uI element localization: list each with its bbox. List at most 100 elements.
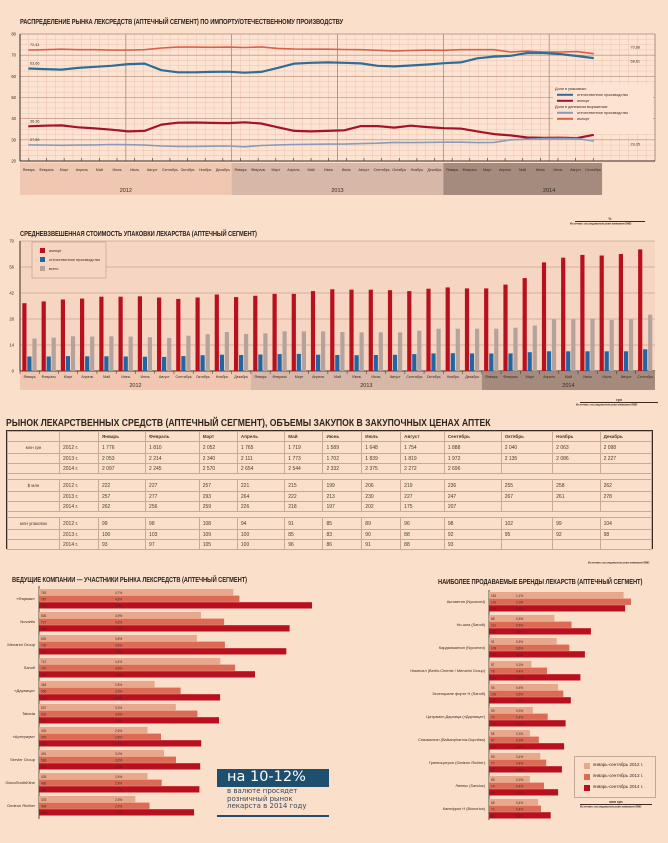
bar-share-label: 0,4% xyxy=(516,814,523,818)
x-tick-label: Октябрь xyxy=(181,168,195,172)
bar xyxy=(489,353,494,371)
category-label: «Дарница» xyxy=(14,688,35,693)
x-tick-label: Август xyxy=(147,168,158,172)
brands-chart: Актовегин (Nycomed) 181 1,1% 191 1,0% 183 0,8%… xyxy=(410,590,631,820)
header-cell: Апрель xyxy=(236,431,286,442)
table-cell: 96 xyxy=(284,539,324,550)
legend-label: отечественное производство xyxy=(577,93,628,97)
x-tick-label: Январь xyxy=(254,375,266,379)
bar xyxy=(291,293,296,371)
bar xyxy=(566,351,571,371)
header-cell-empty xyxy=(7,431,60,442)
year-band xyxy=(250,372,482,390)
bar xyxy=(392,354,398,371)
table-cell: 2 654 xyxy=(236,463,286,474)
y-tick-label: 28 xyxy=(9,317,14,322)
bar xyxy=(39,602,312,609)
bar xyxy=(489,667,547,674)
table-cell: 100 xyxy=(236,539,286,550)
bar xyxy=(244,333,249,371)
bar-value-label: 70 xyxy=(491,807,495,811)
year-band xyxy=(481,372,655,390)
x-tick-label: Сентябрь xyxy=(585,168,601,172)
bar-share-label: 3,2% xyxy=(115,758,122,762)
category-label: «Фармак» xyxy=(16,596,35,601)
x-tick-label: Август xyxy=(621,375,632,379)
bar xyxy=(489,690,564,697)
table-cell: 227 xyxy=(145,479,200,492)
table-cell: 1 754 xyxy=(400,441,445,454)
bar xyxy=(340,332,345,371)
table-cell: 85 xyxy=(322,517,363,530)
bar xyxy=(85,356,90,371)
bar xyxy=(349,289,354,371)
bar-value-label: 129 xyxy=(491,653,497,657)
brands-chart-source: Источник: исследовательская компания SMD xyxy=(580,805,642,809)
y-tick-label: 30 xyxy=(11,137,16,142)
bar xyxy=(39,786,200,793)
table-cell: 206 xyxy=(361,479,402,492)
bar-value-label: 67 xyxy=(491,738,495,742)
bar xyxy=(39,763,201,770)
bar-value-label: 482 xyxy=(41,781,47,785)
bar xyxy=(258,354,263,371)
bar xyxy=(489,812,551,819)
table-cell: 89 xyxy=(361,517,402,530)
x-tick-label: Октябрь xyxy=(392,168,406,172)
bar xyxy=(39,802,150,809)
bar xyxy=(469,353,475,371)
bar-value-label: 93 xyxy=(491,791,495,795)
row-group-label xyxy=(7,529,60,540)
bar xyxy=(90,336,95,371)
table-cell: 2 098 xyxy=(599,441,653,454)
table-cell: 2 111 xyxy=(236,453,286,464)
x-tick-label: Февраль xyxy=(251,168,266,172)
year-label: 2013 xyxy=(331,188,343,194)
x-tick-label: Ноябрь xyxy=(447,375,460,379)
bar xyxy=(489,697,571,704)
bar xyxy=(489,753,541,760)
table-row: 2014 г. 262 256 259 226 218 197 202 175 207 xyxy=(7,501,653,512)
bar-share-label: 2,3% xyxy=(115,798,122,802)
share-chart-source: Источник: исследовательская компания SMD xyxy=(570,222,632,226)
bar-share-label: 0,4% xyxy=(516,791,523,795)
bar-value-label: 711 xyxy=(41,696,46,700)
x-tick-label: Декабрь xyxy=(234,375,248,379)
table-header-row: Январь Февраль Март Апрель Май Июнь Июль Август… xyxy=(7,431,653,442)
bar xyxy=(39,658,221,665)
bar xyxy=(39,625,290,632)
bar-share-label: 0,4% xyxy=(516,715,523,719)
bar xyxy=(205,334,210,371)
table-cell xyxy=(500,463,554,474)
x-tick-label: Март xyxy=(526,375,535,379)
bar xyxy=(489,789,559,796)
legend-label: импорт xyxy=(577,99,590,103)
x-tick-label: Сентябрь xyxy=(176,375,192,379)
table-cell: 92 xyxy=(443,529,502,540)
x-tick-label: Сентябрь xyxy=(406,375,422,379)
table-cell: 230 xyxy=(361,491,402,502)
y-tick-label: 60 xyxy=(11,74,16,79)
table-row: 2014 г. 93 97 105 100 96 86 91 88 93 xyxy=(7,539,653,550)
table-row: $ млн 2012 г. 222 227 257 221 215 199 206 219 236 2… xyxy=(7,479,653,492)
x-tick-label: Март xyxy=(60,168,69,172)
bar-value-label: 66 xyxy=(491,801,495,805)
bar xyxy=(39,809,195,816)
bar-value-label: 984 xyxy=(41,627,47,631)
x-tick-label: Июль xyxy=(140,375,149,379)
year-band xyxy=(231,163,444,195)
table-cell: 258 xyxy=(552,479,601,492)
table-cell: 199 xyxy=(322,479,363,492)
table-cell: 175 xyxy=(400,501,445,512)
y-tick-label: 80 xyxy=(11,32,16,37)
x-tick-label: Июнь xyxy=(536,168,545,172)
legend-label-2012: январь-сентябрь 2012 г. xyxy=(593,762,644,767)
x-tick-label: Декабрь xyxy=(428,168,442,172)
bar xyxy=(39,717,219,724)
table-cell: 222 xyxy=(97,479,147,492)
callout-text: в валюте просядет розничный рынок лекарс… xyxy=(227,787,307,810)
table-cell: 99 xyxy=(552,517,601,530)
x-tick-label: Июнь xyxy=(121,375,130,379)
table-cell: 2 214 xyxy=(145,453,200,464)
x-tick-label: Май xyxy=(308,168,315,172)
